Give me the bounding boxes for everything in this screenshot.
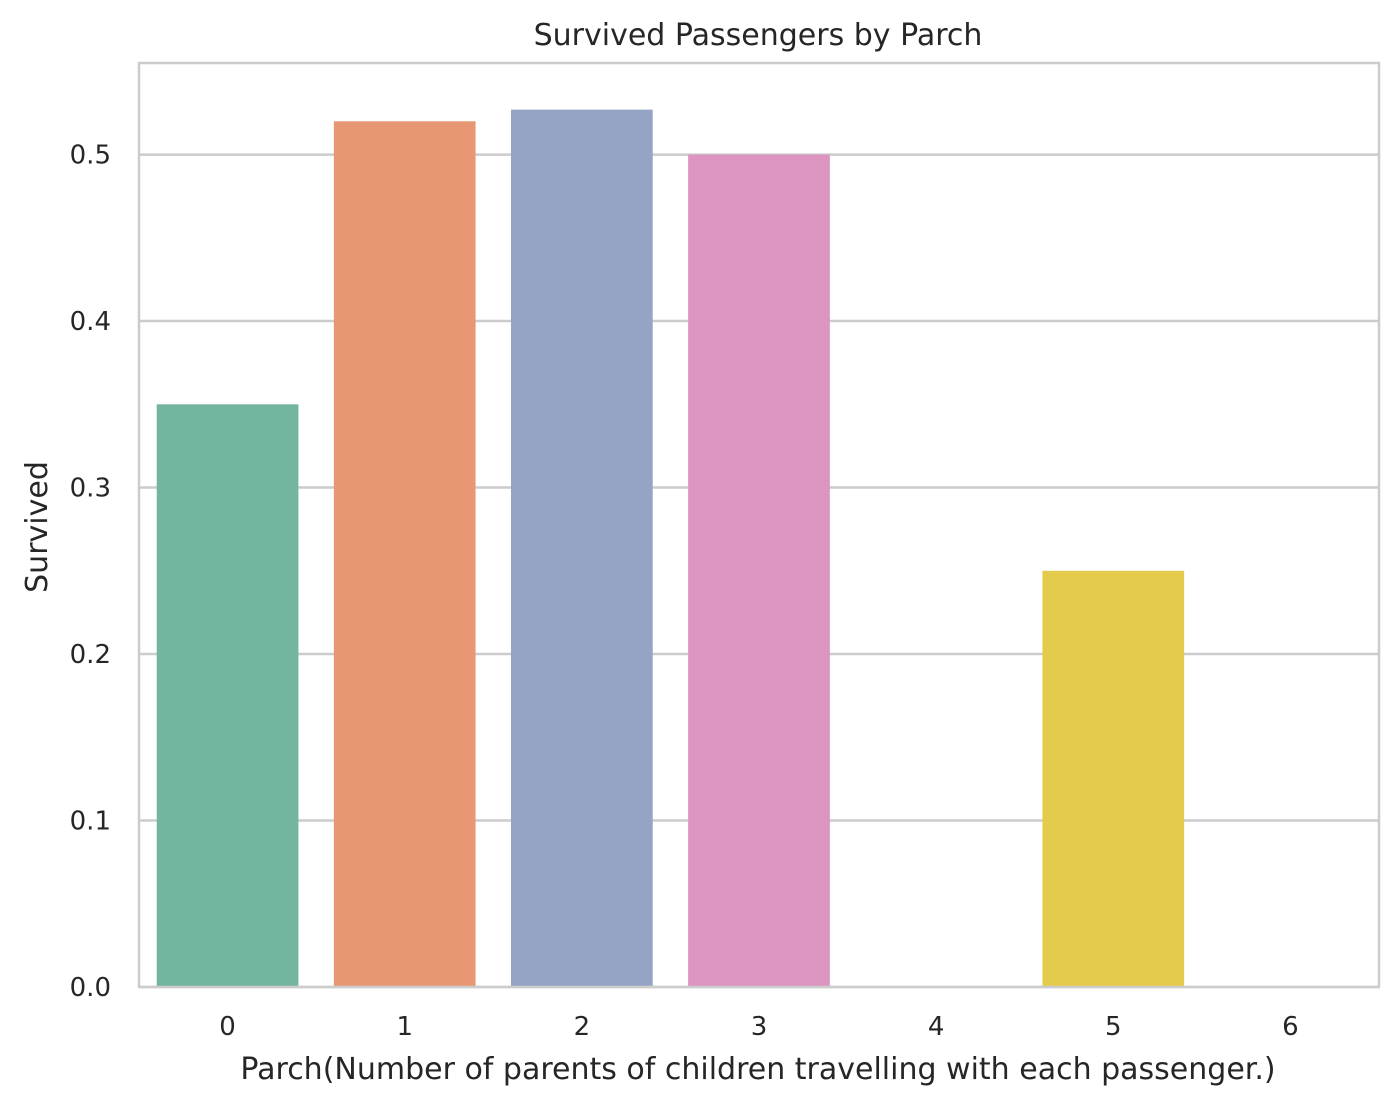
chart-title: Survived Passengers by Parch — [534, 18, 983, 53]
x-tick-label: 3 — [751, 1012, 768, 1042]
y-tick-label: 0.2 — [70, 640, 111, 670]
bars — [156, 109, 1185, 988]
plot-frame — [137, 61, 1381, 989]
y-tick-label: 0.3 — [70, 474, 111, 504]
bar-parch-3 — [688, 154, 830, 987]
x-axis-label: Parch(Number of parents of children trav… — [240, 1052, 1275, 1087]
y-tick-label: 0.0 — [70, 973, 111, 1003]
x-tick-label: 6 — [1282, 1012, 1299, 1042]
x-tick-label: 0 — [219, 1012, 236, 1042]
bar-parch-1 — [333, 121, 476, 988]
x-tick-label: 4 — [928, 1012, 945, 1042]
x-tick-label: 5 — [1105, 1012, 1122, 1042]
x-tick-labels: 0 1 2 3 4 5 6 — [219, 1012, 1298, 1042]
y-tick-label: 0.5 — [70, 141, 111, 171]
y-tick-label: 0.4 — [70, 307, 111, 337]
y-tick-labels: 0.0 0.1 0.2 0.3 0.4 0.5 — [70, 141, 111, 1003]
bar-parch-0 — [156, 404, 299, 987]
bar-parch-5 — [1042, 570, 1185, 987]
y-axis-label: Survived — [20, 461, 55, 593]
x-tick-label: 2 — [574, 1012, 591, 1042]
y-tick-label: 0.1 — [70, 807, 111, 837]
x-tick-label: 1 — [396, 1012, 413, 1042]
bar-parch-2 — [511, 109, 653, 988]
